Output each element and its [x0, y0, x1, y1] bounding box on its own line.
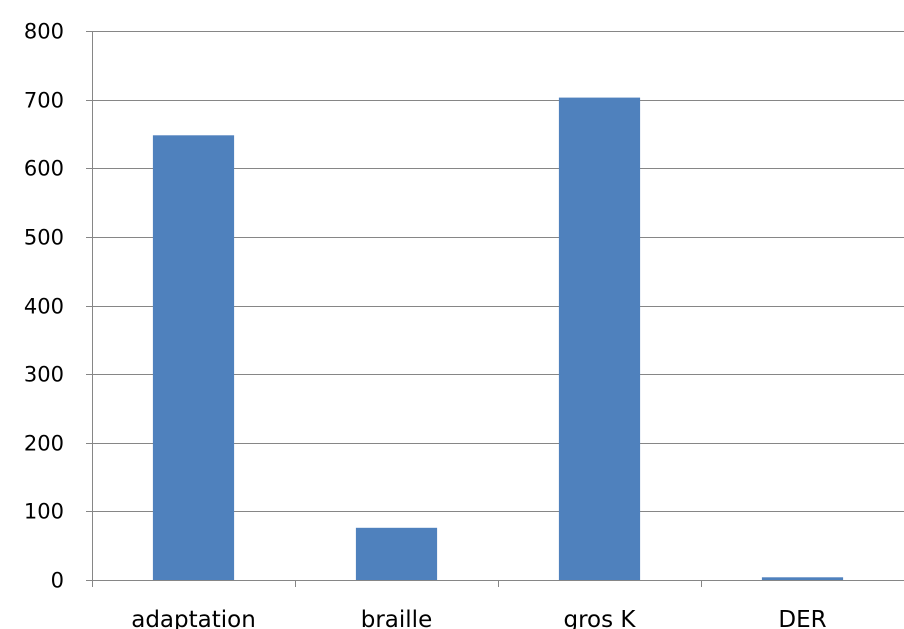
- y-tick-label: 600: [24, 157, 64, 181]
- bars: [152, 97, 844, 581]
- bar-braille: [355, 527, 438, 580]
- bar-adaptation: [152, 135, 235, 581]
- y-tick-label: 800: [24, 20, 64, 44]
- y-tick-label: 0: [51, 569, 64, 593]
- x-tick-label: DER: [778, 607, 826, 629]
- y-tick-label: 700: [24, 89, 64, 113]
- axes: [86, 31, 904, 587]
- y-tick-label: 200: [24, 432, 64, 456]
- x-tick-label: braille: [361, 607, 432, 629]
- y-axis-tick-labels: 0 100 200 300 400 500 600 700 800: [24, 20, 64, 593]
- x-tick-label: adaptation: [131, 607, 256, 629]
- y-tick-label: 300: [24, 363, 64, 387]
- x-tick-label: gros K: [564, 607, 637, 629]
- y-tick-label: 400: [24, 295, 64, 319]
- y-tick-label: 500: [24, 226, 64, 250]
- y-tick-label: 100: [24, 500, 64, 524]
- bar-gros-k: [558, 97, 641, 580]
- bar-der: [761, 577, 844, 580]
- x-axis-tick-labels: adaptation braille gros K DER: [131, 607, 826, 629]
